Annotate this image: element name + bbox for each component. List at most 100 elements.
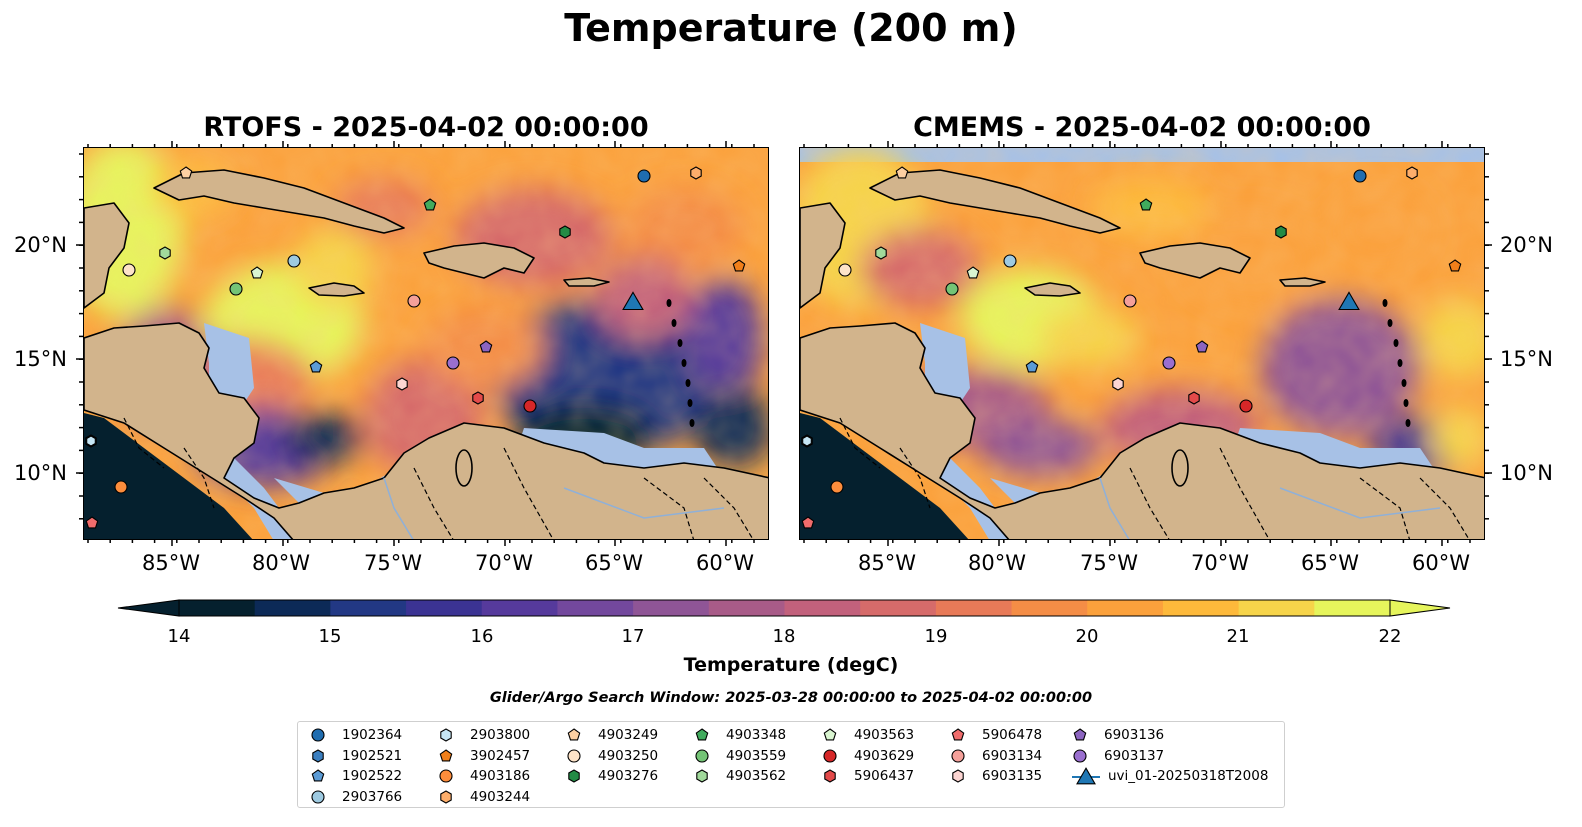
marker-4903629 — [523, 399, 537, 413]
colorbar-segment — [481, 600, 559, 616]
legend-label: 4903348 — [726, 727, 787, 743]
lon-label-70w-right: 70°W — [1191, 551, 1249, 575]
pacific-cold — [800, 413, 969, 539]
legend-label: 4903559 — [726, 747, 787, 764]
marker-5906437 — [472, 391, 484, 405]
colorbar-segment — [860, 600, 937, 616]
marker-3902457 — [732, 259, 746, 272]
pentagon-icon — [695, 728, 709, 741]
colorbar-tick-17: 17 — [621, 626, 645, 647]
colorbar-label: Temperature (degC) — [683, 654, 899, 676]
legend-label: 4903249 — [598, 727, 659, 743]
hexagon-icon — [440, 728, 452, 742]
colorbar-segment — [406, 600, 483, 616]
lon-label-85w-right: 85°W — [858, 551, 916, 575]
lon-label-70w-left: 70°W — [475, 551, 533, 575]
lon-label-80w-left: 80°W — [252, 551, 310, 575]
marker-4903562 — [159, 246, 171, 260]
marker-6903136 — [1195, 340, 1209, 353]
colorbar-extend-min — [117, 599, 180, 617]
rivers — [383, 477, 725, 539]
marker-3902457 — [1448, 259, 1462, 272]
marker-4903244 — [1406, 166, 1418, 180]
marker-4903348 — [1139, 198, 1153, 211]
legend-label: 5906478 — [982, 727, 1043, 743]
colorbar-segment — [1238, 600, 1315, 616]
colorbar-segment — [179, 600, 256, 616]
marker-4903186 — [114, 480, 128, 494]
marker-5906478 — [85, 516, 99, 529]
circle-icon — [823, 748, 837, 763]
marker-4903186 — [830, 480, 844, 494]
colorbar-tick-16: 16 — [470, 626, 494, 647]
circle-icon — [567, 748, 581, 763]
hexagon-icon — [568, 769, 580, 783]
marker-6903134 — [407, 294, 421, 308]
pentagon-icon — [439, 748, 453, 761]
marker-4903250 — [122, 263, 136, 277]
marker-6903137 — [1162, 356, 1176, 370]
lat-label-10n-right: 10°N — [1500, 461, 1553, 485]
marker-4903348 — [423, 198, 437, 211]
lat-label-15n-left: 15°N — [14, 347, 67, 371]
marker-4903244 — [690, 166, 702, 180]
circle-icon — [1073, 748, 1087, 763]
marker-2903766 — [1003, 254, 1017, 268]
legend: 1902364 1902521 1902522 2903766 2903800 39024… — [297, 721, 1285, 808]
marker-6903134 — [1123, 294, 1137, 308]
colorbar-segment — [935, 600, 1013, 616]
country-borders — [123, 417, 754, 539]
legend-label: 1902522 — [342, 768, 403, 784]
marker-4903563 — [250, 266, 264, 279]
lon-label-75w-right: 75°W — [1080, 551, 1138, 575]
hexagon-icon — [824, 769, 836, 783]
legend-label: 4903563 — [854, 727, 915, 743]
map-rtofs — [83, 147, 769, 540]
marker-4903249 — [895, 166, 909, 179]
legend-label: 6903134 — [982, 747, 1043, 764]
map-cmems-canvas — [800, 148, 1484, 539]
circle-icon — [695, 748, 709, 763]
legend-label: 5906437 — [854, 768, 915, 784]
marker-5906437 — [1188, 391, 1200, 405]
circle-icon — [439, 769, 453, 783]
marker-1902522 — [309, 360, 323, 373]
lon-label-85w-left: 85°W — [142, 551, 200, 575]
colorbar-tick-21: 21 — [1226, 626, 1250, 647]
colorbar-segment — [708, 600, 786, 616]
pentagon-icon — [567, 728, 581, 741]
lon-label-80w-right: 80°W — [968, 551, 1026, 575]
marker-4903562 — [875, 246, 887, 260]
lat-label-20n-right: 20°N — [1500, 233, 1553, 257]
circle-icon — [951, 748, 965, 763]
colorbar-tick-18: 18 — [772, 626, 796, 647]
legend-label: 4903562 — [726, 768, 787, 784]
lat-label-10n-left: 10°N — [14, 461, 67, 485]
colorbar-segment — [330, 600, 407, 616]
legend-label: 4903244 — [470, 788, 531, 805]
marker-4903250 — [838, 263, 852, 277]
rivers — [1099, 477, 1441, 539]
circle-icon — [311, 728, 325, 742]
colorbar-segment — [784, 600, 861, 616]
marker-4903629 — [1239, 399, 1253, 413]
legend-label: 4903629 — [854, 747, 915, 764]
legend-label: 6903136 — [1104, 727, 1165, 743]
colorbar — [117, 599, 1451, 617]
figure-title: Temperature (200 m) — [564, 6, 1018, 50]
lon-label-60w-right: 60°W — [1412, 551, 1470, 575]
colorbar-segment — [1162, 600, 1240, 616]
legend-label: 2903766 — [342, 788, 403, 805]
search-window-caption: Glider/Argo Search Window: 2025-03-28 00… — [489, 690, 1093, 706]
legend-label: 1902521 — [342, 747, 403, 764]
legend-label: 4903250 — [598, 747, 659, 764]
triangle-icon — [1072, 767, 1100, 785]
lat-label-20n-left: 20°N — [14, 233, 67, 257]
pentagon-icon — [823, 728, 837, 741]
pacific-cold — [84, 413, 253, 539]
pentagon-icon — [951, 728, 965, 741]
marker-1902364 — [1353, 169, 1367, 183]
legend-label: 4903186 — [470, 768, 531, 784]
pentagon-icon — [311, 769, 325, 782]
legend-label: 2903800 — [470, 727, 531, 743]
